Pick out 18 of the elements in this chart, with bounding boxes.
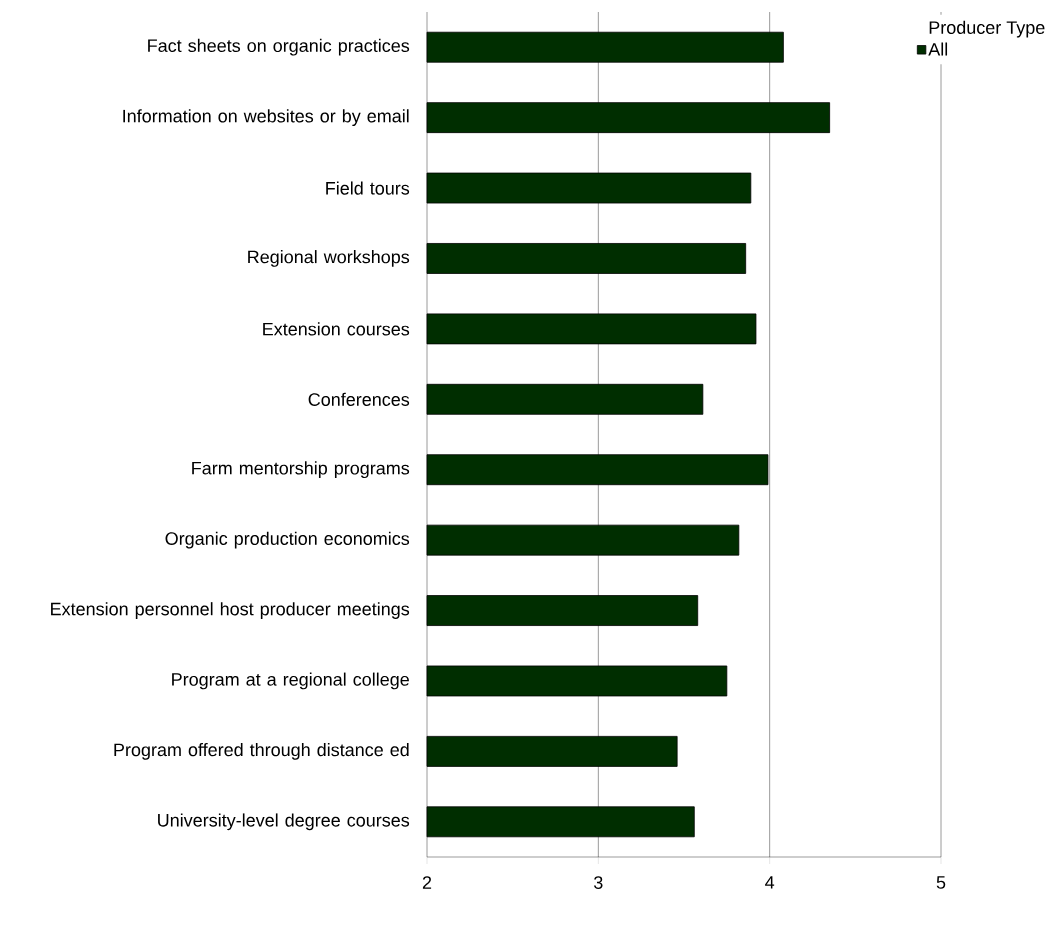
y-tick-label: Extension courses xyxy=(263,322,410,336)
y-tick-label: Farm mentorship programs xyxy=(192,461,410,479)
y-tick-label: Organic production economics xyxy=(165,531,410,549)
y-tick-label: Conferences xyxy=(308,392,410,406)
x-tick-label: 2 xyxy=(422,876,432,889)
y-tick-label: Fact sheets on organic practices xyxy=(148,38,410,56)
y-tick-label: Extension personnel host producer meetings xyxy=(51,602,410,619)
y-tick-label: Program at a regional college xyxy=(172,672,409,690)
y-tick-label: Information on websites or by email xyxy=(123,109,409,127)
legend-title: Producer Type xyxy=(929,20,1045,38)
x-tick-label: 3 xyxy=(594,876,603,889)
legend-label: All xyxy=(928,42,948,56)
y-tick-label: University-level degree courses xyxy=(158,813,410,831)
y-tick-label: Regional workshops xyxy=(248,250,410,267)
y-tick-label: Field tours xyxy=(326,181,410,195)
y-tick-label: Program offered through distance ed xyxy=(114,742,409,760)
x-tick-label: 5 xyxy=(936,876,946,889)
x-tick-label: 4 xyxy=(765,876,775,889)
